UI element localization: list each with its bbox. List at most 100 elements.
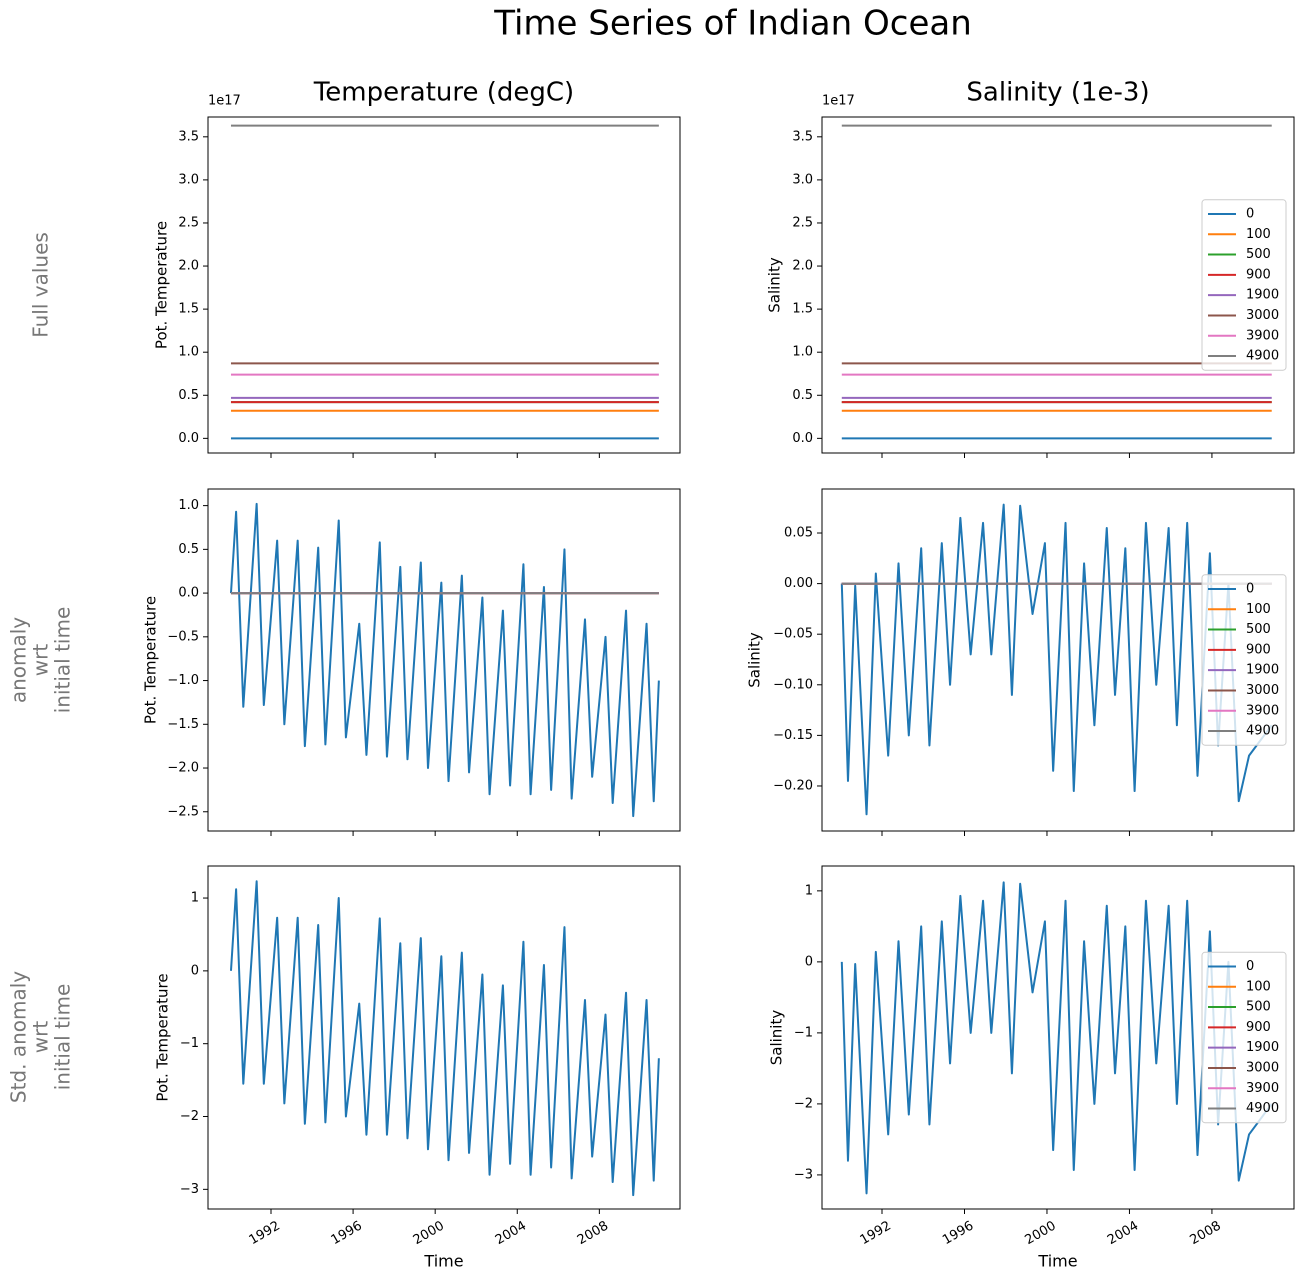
- y-tick-label: −2.5: [167, 804, 199, 819]
- axes-title: Temperature (degC): [313, 78, 574, 108]
- y-tick-label: −2: [180, 1109, 199, 1124]
- y-axis-label: Salinity: [768, 1010, 786, 1066]
- y-tick-label: 2.5: [178, 215, 199, 230]
- legend-label: 100: [1246, 227, 1271, 242]
- series-line: [840, 881, 1273, 1195]
- y-tick-label: −2: [794, 1096, 813, 1111]
- y-tick-label: 3.5: [792, 129, 813, 144]
- row-label: Full values: [29, 232, 53, 338]
- y-tick-label: 2.0: [178, 259, 199, 274]
- y-tick-label: −3: [180, 1182, 199, 1197]
- axes-frame: [207, 116, 681, 454]
- series-line: [229, 880, 660, 1197]
- legend-label: 100: [1246, 979, 1271, 994]
- row-label: initial time: [51, 607, 75, 714]
- y-axis-label: Salinity: [746, 632, 764, 688]
- legend-label: 3900: [1246, 1081, 1279, 1096]
- axes-frame: [821, 116, 1295, 454]
- legend-box: [1201, 951, 1287, 1124]
- legend-label: 3000: [1246, 308, 1279, 323]
- legend-label: 900: [1246, 267, 1271, 282]
- y-tick-label: 0.05: [784, 526, 813, 541]
- figure-title: Time Series of Indian Ocean: [493, 4, 972, 44]
- legend-box: [1201, 574, 1287, 746]
- y-tick-label: 1.0: [178, 498, 199, 513]
- y-tick-label: 0.0: [178, 586, 199, 601]
- legend-label: 500: [1246, 622, 1271, 637]
- row-label: Std. anomaly: [7, 971, 31, 1103]
- axes-title: Salinity (1e-3): [966, 78, 1149, 108]
- y-tick-label: −1: [794, 1025, 813, 1040]
- legend-label: 4900: [1246, 1101, 1279, 1116]
- y-tick-label: 1.5: [178, 302, 199, 317]
- legend-label: 3000: [1246, 683, 1279, 698]
- y-tick-label: 0.00: [784, 576, 813, 591]
- y-tick-label: 0.5: [178, 542, 199, 557]
- y-tick-label: 0.5: [178, 388, 199, 403]
- legend-label: 500: [1246, 1000, 1271, 1015]
- x-axis-label: Time: [1037, 1252, 1077, 1271]
- y-axis-label: Pot. Temperature: [142, 596, 160, 724]
- legend-label: 900: [1246, 1020, 1271, 1035]
- y-tick-label: 3.0: [792, 172, 813, 187]
- legend-label: 1900: [1246, 1040, 1279, 1055]
- y-tick-label: −0.20: [773, 778, 813, 793]
- legend-label: 3900: [1246, 328, 1279, 343]
- row-label: wrt: [29, 644, 53, 677]
- y-tick-label: −0.5: [167, 629, 199, 644]
- legend-label: 3900: [1246, 703, 1279, 718]
- y-tick-label: 0.5: [792, 388, 813, 403]
- y-tick-label: 1.5: [792, 302, 813, 317]
- legend-label: 0: [1246, 959, 1254, 974]
- legend-label: 500: [1246, 247, 1271, 262]
- y-tick-label: 1.0: [178, 345, 199, 360]
- y-offset: 1e17: [822, 94, 855, 109]
- plot-area: [840, 881, 1273, 1195]
- y-tick-label: 0.0: [792, 431, 813, 446]
- y-tick-label: −1: [180, 1036, 199, 1051]
- y-tick-label: −1.0: [167, 673, 199, 688]
- plot-area: [841, 124, 1272, 440]
- legend-label: 4900: [1246, 349, 1279, 364]
- x-axis-label: Time: [423, 1252, 463, 1271]
- y-tick-label: 3.0: [178, 172, 199, 187]
- series-line: [840, 503, 1273, 816]
- legend-label: 1900: [1246, 288, 1279, 303]
- row-label: anomaly: [7, 617, 31, 703]
- legend-label: 3000: [1246, 1060, 1279, 1075]
- y-offset: 1e17: [208, 94, 241, 109]
- y-tick-label: 0: [191, 963, 199, 978]
- y-tick-label: 0.0: [178, 431, 199, 446]
- legend-label: 0: [1246, 206, 1254, 221]
- legend-label: 900: [1246, 642, 1271, 657]
- y-axis-label: Pot. Temperature: [154, 973, 172, 1101]
- axes-frame: [821, 488, 1295, 832]
- y-tick-label: 1: [805, 883, 813, 898]
- y-tick-label: −0.15: [773, 728, 813, 743]
- y-tick-label: −1.5: [167, 717, 199, 732]
- row-label: initial time: [51, 984, 75, 1091]
- legend-label: 4900: [1246, 724, 1279, 739]
- y-tick-label: −3: [794, 1167, 813, 1182]
- plot-area: [230, 124, 659, 440]
- row-label: wrt: [29, 1021, 53, 1054]
- y-tick-label: −0.10: [773, 677, 813, 692]
- y-tick-label: 2.5: [792, 215, 813, 230]
- series-line: [229, 502, 660, 818]
- y-tick-label: 0: [805, 954, 813, 969]
- legend-label: 0: [1246, 581, 1254, 596]
- y-tick-label: 1: [191, 891, 199, 906]
- y-axis-label: Pot. Temperature: [153, 221, 171, 349]
- y-tick-label: 1.0: [792, 345, 813, 360]
- plot-area: [840, 503, 1273, 816]
- y-tick-label: 3.5: [178, 129, 199, 144]
- legend-label: 100: [1246, 602, 1271, 617]
- axes-frame: [821, 865, 1295, 1210]
- axes-frame: [207, 488, 681, 832]
- y-axis-label: Salinity: [766, 257, 784, 313]
- legend-label: 1900: [1246, 663, 1279, 678]
- legend-box: [1201, 199, 1287, 371]
- y-tick-label: −0.05: [773, 627, 813, 642]
